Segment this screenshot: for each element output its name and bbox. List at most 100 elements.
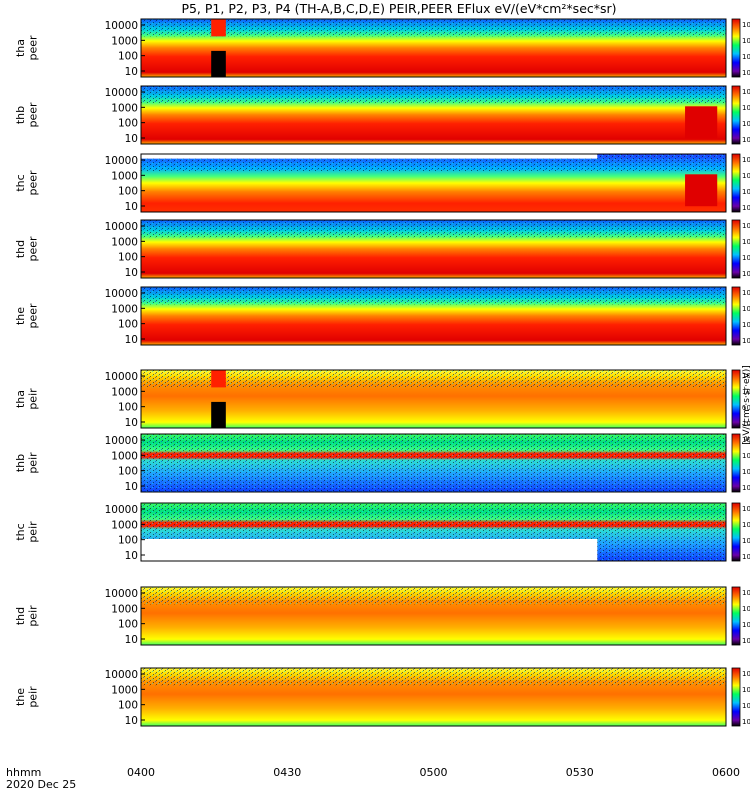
colorbar-gradient xyxy=(731,586,741,646)
colorbar-tick-label: 10⁶ xyxy=(742,172,750,180)
colorbar-label: [eV/(cm²·s·sr·eV)] xyxy=(742,365,750,444)
y-tick-label: 10 xyxy=(125,133,138,145)
colorbar-gradient xyxy=(731,18,741,78)
y-tick-label: 1000 xyxy=(111,35,138,47)
colorbar-tick-label: 10⁶ xyxy=(742,452,750,460)
hot-region xyxy=(685,174,718,207)
panel-frame xyxy=(140,369,727,429)
colorbar-tick-label: 10² xyxy=(742,204,750,212)
colorbar-tick-label: 10⁶ xyxy=(742,238,750,246)
y-tick-label: 1000 xyxy=(111,603,138,615)
colorbar-tick-label: 10⁸ xyxy=(742,505,750,513)
colorbar-tick-label: 10⁸ xyxy=(742,21,750,29)
x-tick-label: 0530 xyxy=(566,766,594,779)
y-tick-label: 1000 xyxy=(111,170,138,182)
colorbar-gradient xyxy=(731,219,741,279)
y-tick-label: 1000 xyxy=(111,386,138,398)
panel-thc-peir: thcpeir 10 100 1000 10000 10² 10⁴ 10⁶ 10⁸ xyxy=(14,502,750,562)
panel-thd-peir: thdpeir 10 100 1000 10000 10² 10⁴ 10⁶ 10⁸ xyxy=(14,586,750,646)
colorbar-tick-label: 10⁸ xyxy=(742,670,750,678)
noise-overlay xyxy=(141,370,726,388)
noise-overlay xyxy=(141,220,726,238)
colorbar: 10² 10⁴ 10⁶ 10⁸ xyxy=(731,286,750,346)
y-tick-label: 10000 xyxy=(105,221,138,233)
y-tick-label: 10 xyxy=(125,201,138,213)
panel-frame xyxy=(140,18,727,78)
noise-overlay xyxy=(141,19,726,37)
colorbar-gradient xyxy=(731,286,741,346)
y-tick-label: 10 xyxy=(125,417,138,429)
colorbar-tick-label: 10⁴ xyxy=(742,404,750,412)
colorbar: 10² 10⁴ 10⁶ 10⁸ xyxy=(731,18,750,78)
panel-frame xyxy=(140,502,727,562)
colorbar: 10² 10⁴ 10⁶ 10⁸ xyxy=(731,219,750,279)
colorbar-gradient xyxy=(731,433,741,493)
y-tick-label: 100 xyxy=(118,466,138,478)
y-tick-label: 10000 xyxy=(105,588,138,600)
panel-frame xyxy=(140,286,727,346)
colorbar-tick-label: 10⁸ xyxy=(742,589,750,597)
colorbar-tick-label: 10⁴ xyxy=(742,188,750,196)
panel-thb-peir: thbpeir 10 100 1000 10000 10² 10⁴ 10⁶ 10⁸ xyxy=(14,433,750,493)
panel-frame xyxy=(140,586,727,646)
colorbar-tick-label: 10² xyxy=(742,637,750,645)
colorbar-tick-label: 10² xyxy=(742,270,750,278)
y-tick-label: 10000 xyxy=(105,435,138,447)
colorbar-tick-label: 10⁶ xyxy=(742,686,750,694)
hot-region xyxy=(685,106,718,139)
y-tick-label: 10000 xyxy=(105,669,138,681)
y-axis-label: thapeer xyxy=(14,35,40,61)
colorbar-tick-label: 10⁶ xyxy=(742,521,750,529)
noise-overlay xyxy=(141,668,726,686)
y-tick-label: 100 xyxy=(118,51,138,63)
burst-dropout xyxy=(211,50,226,77)
colorbar-tick-label: 10⁸ xyxy=(742,88,750,96)
y-tick-label: 1000 xyxy=(111,303,138,315)
panel-tha-peer: thapeer 10 100 1000 10000 10² 10⁴ 10⁶ 10⁸ xyxy=(14,18,750,78)
colorbar-tick-label: 10⁸ xyxy=(742,372,750,380)
noise-overlay xyxy=(141,86,726,104)
colorbar-tick-label: 10² xyxy=(742,553,750,561)
colorbar-tick-label: 10⁴ xyxy=(742,53,750,61)
panel-thb-peer: thbpeer 10 100 1000 10000 10² 10⁴ 10⁶ 10⁸ xyxy=(14,85,750,145)
panel-tha-peir: thapeir 10 100 1000 10000 10² 10⁴ 10⁶ 10⁸ xyxy=(14,369,750,429)
colorbar: 10² 10⁴ 10⁶ 10⁸ xyxy=(731,667,750,727)
panel-thc-peer: thcpeer 10 100 1000 10000 10² 10⁴ 10⁶ 10⁸ xyxy=(14,153,750,213)
y-tick-label: 1000 xyxy=(111,684,138,696)
y-tick-label: 100 xyxy=(118,619,138,631)
colorbar-tick-label: 10⁸ xyxy=(742,222,750,230)
y-tick-label: 10000 xyxy=(105,288,138,300)
y-tick-label: 100 xyxy=(118,319,138,331)
y-axis-label: thcpeir xyxy=(14,521,40,543)
colorbar-gradient xyxy=(731,667,741,727)
colorbar: 10² 10⁴ 10⁶ 10⁸ xyxy=(731,369,750,429)
y-tick-label: 10000 xyxy=(105,20,138,32)
burst-region xyxy=(211,370,226,388)
data-gap xyxy=(141,538,598,561)
colorbar: 10² 10⁴ 10⁶ 10⁸ xyxy=(731,433,750,493)
colorbar-tick-label: 10⁶ xyxy=(742,388,750,396)
y-tick-label: 100 xyxy=(118,535,138,547)
colorbar-tick-label: 10² xyxy=(742,718,750,726)
panel-frame xyxy=(140,433,727,493)
y-axis-label: thdpeir xyxy=(14,605,40,627)
x-tick-label: 0430 xyxy=(273,766,301,779)
colorbar-tick-label: 10² xyxy=(742,420,750,428)
y-axis-label: thbpeer xyxy=(14,102,40,128)
y-axis-label: thcpeer xyxy=(14,170,40,196)
colorbar-gradient xyxy=(731,153,741,213)
y-axis-label: thdpeer xyxy=(14,236,40,262)
panel-thd-peer: thdpeer 10 100 1000 10000 10² 10⁴ 10⁶ 10⁸ xyxy=(14,219,750,279)
colorbar: 10² 10⁴ 10⁶ 10⁸ xyxy=(731,586,750,646)
y-tick-label: 10 xyxy=(125,715,138,727)
x-tick-label: 0600 xyxy=(712,766,740,779)
y-tick-label: 100 xyxy=(118,186,138,198)
y-tick-label: 100 xyxy=(118,700,138,712)
chart-title: P5, P1, P2, P3, P4 (TH-A,B,C,D,E) PEIR,P… xyxy=(181,1,616,16)
panel-frame xyxy=(140,219,727,279)
panel-frame xyxy=(140,85,727,145)
colorbar-tick-label: 10⁸ xyxy=(742,436,750,444)
colorbar: 10² 10⁴ 10⁶ 10⁸ xyxy=(731,502,750,562)
y-tick-label: 10 xyxy=(125,267,138,279)
